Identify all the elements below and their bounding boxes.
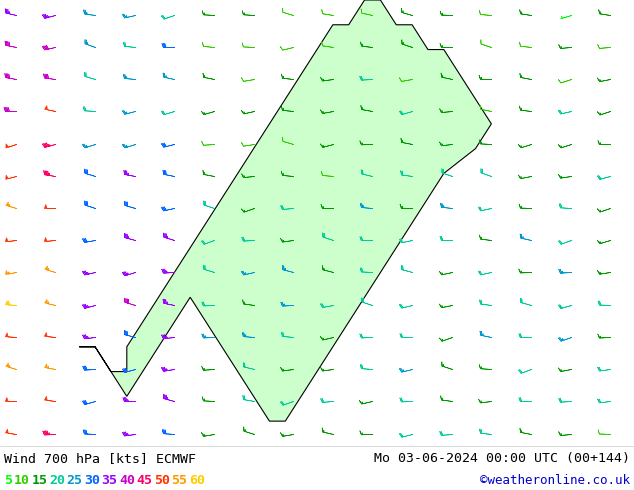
Text: 50: 50 xyxy=(154,474,170,487)
Text: ©weatheronline.co.uk: ©weatheronline.co.uk xyxy=(480,474,630,487)
Text: 60: 60 xyxy=(189,474,205,487)
Text: 25: 25 xyxy=(67,474,82,487)
Text: Mo 03-06-2024 00:00 UTC (00+144): Mo 03-06-2024 00:00 UTC (00+144) xyxy=(374,452,630,465)
Text: 45: 45 xyxy=(136,474,153,487)
Text: 5: 5 xyxy=(4,474,12,487)
Text: Wind 700 hPa [kts] ECMWF: Wind 700 hPa [kts] ECMWF xyxy=(4,452,196,465)
Text: 15: 15 xyxy=(32,474,48,487)
Text: 35: 35 xyxy=(101,474,117,487)
Text: 20: 20 xyxy=(49,474,65,487)
Text: 10: 10 xyxy=(14,474,30,487)
Text: 40: 40 xyxy=(119,474,135,487)
Text: 30: 30 xyxy=(84,474,100,487)
Polygon shape xyxy=(79,0,491,421)
Text: 55: 55 xyxy=(172,474,188,487)
